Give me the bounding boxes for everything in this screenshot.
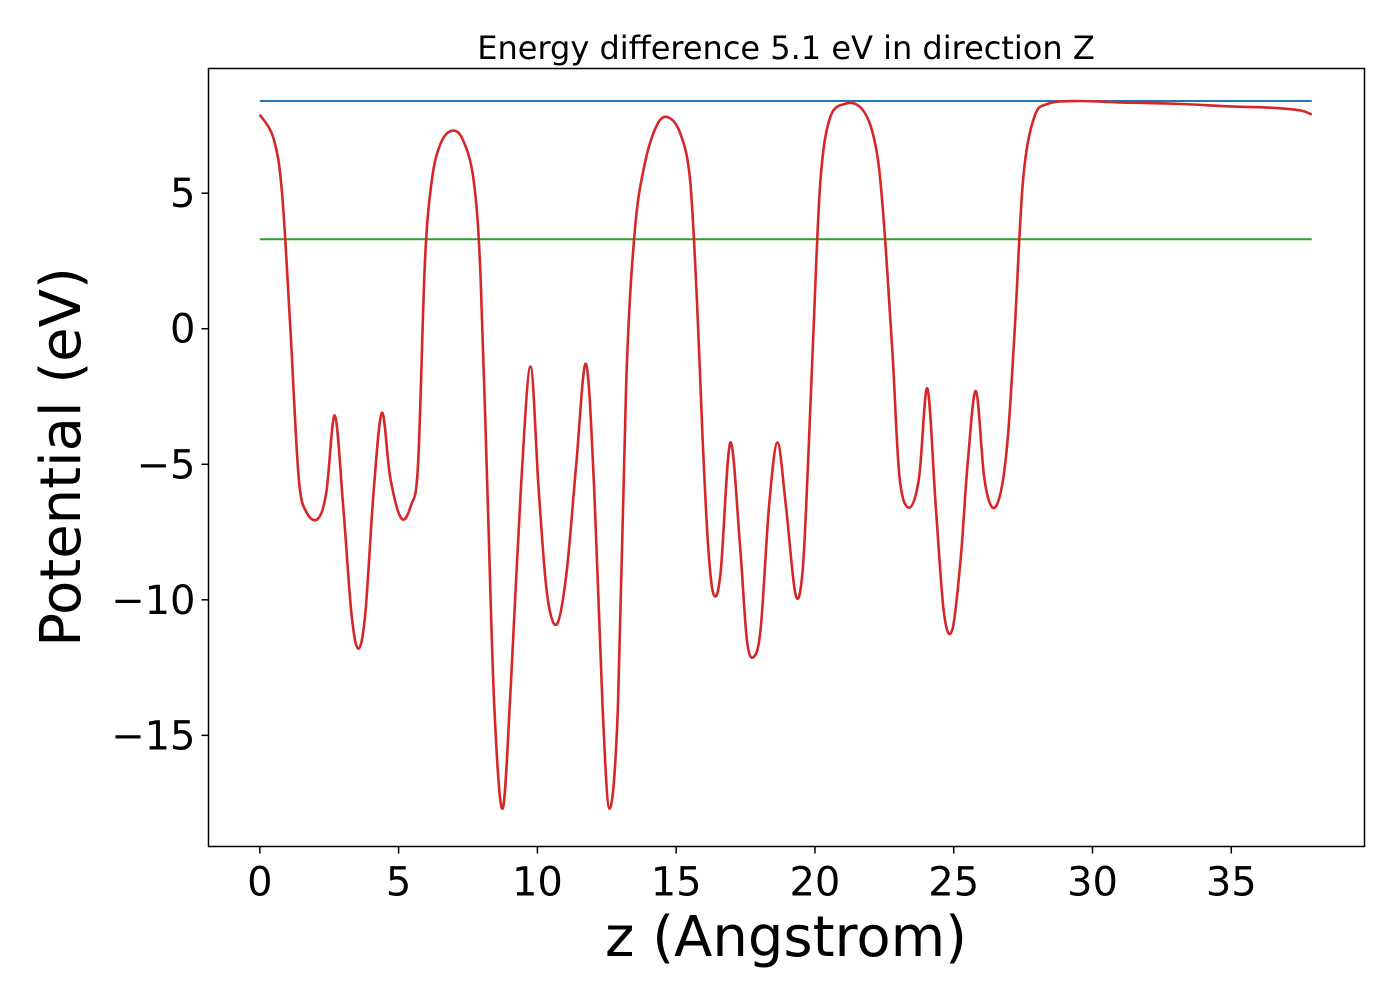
y-tick-label: −5	[137, 442, 196, 488]
y-axis-label: Potential (eV)	[29, 267, 94, 647]
y-tick-label: −15	[111, 713, 195, 759]
x-tick-label: 5	[386, 860, 411, 906]
x-axis-ticks: 0 5 10 15 20 25 30 35	[247, 846, 1257, 906]
x-tick-label: 25	[928, 860, 979, 906]
plot-frame	[207, 67, 1366, 848]
series-layer	[258, 99, 1313, 810]
x-tick-label: 20	[789, 860, 840, 906]
series-line-3	[258, 99, 1313, 810]
y-tick-label: 5	[170, 171, 195, 217]
y-axis-ticks: 5 0 −5 −10 −15	[111, 171, 209, 759]
x-axis-label: z (Angstrom)	[605, 905, 967, 970]
x-tick-label: 35	[1206, 860, 1257, 906]
x-tick-label: 15	[651, 860, 702, 906]
y-tick-label: −10	[111, 578, 195, 624]
x-tick-label: 10	[512, 860, 563, 906]
y-tick-label: 0	[170, 307, 195, 353]
x-tick-label: 0	[247, 860, 272, 906]
chart-title: Energy difference 5.1 eV in direction Z	[477, 29, 1095, 67]
x-tick-label: 30	[1067, 860, 1118, 906]
